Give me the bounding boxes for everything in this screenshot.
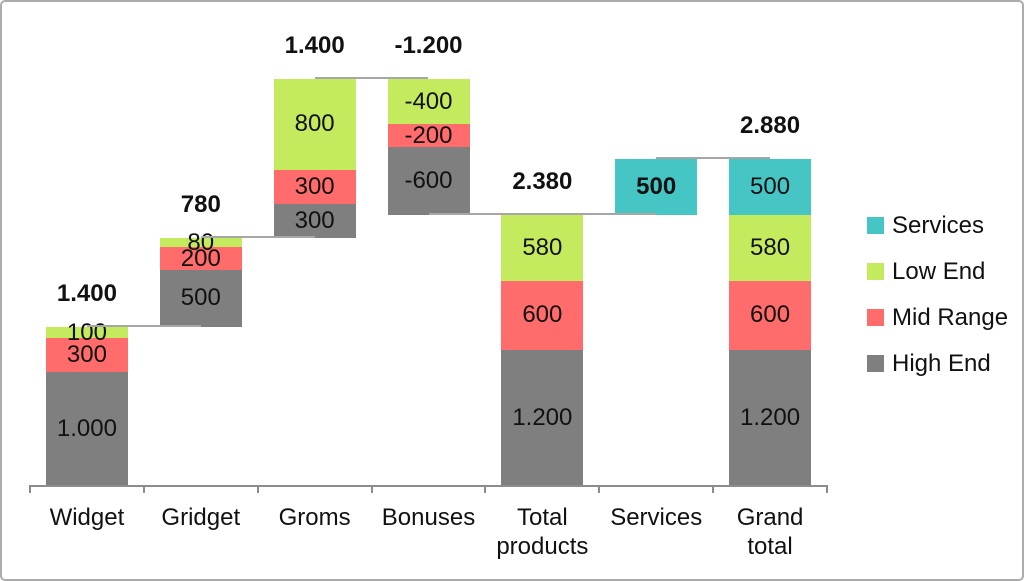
segment-value-label: -200	[404, 121, 453, 149]
segment-value-label: 580	[750, 234, 791, 262]
x-axis-label-widget: Widget	[49, 504, 125, 531]
bar-segment-low-end	[45, 326, 128, 339]
x-axis-label-bonuses: Bonuses	[381, 504, 476, 531]
segment-value-label: 600	[522, 301, 563, 329]
connector-line	[428, 213, 543, 216]
segment-value-label: 1.200	[512, 403, 573, 431]
bar-segment-mid-range	[387, 124, 470, 148]
segment-value-label: 1.200	[740, 403, 801, 431]
x-axis-tick	[29, 485, 31, 493]
segment-value-label: 300	[294, 172, 335, 200]
legend-label: Services	[892, 211, 985, 239]
segment-value-label: 200	[180, 244, 221, 272]
total-label-grand-total: 2.880	[740, 111, 801, 139]
bar-segment-services	[615, 158, 698, 216]
bar-segment-low-end	[159, 238, 242, 248]
legend-label: High End	[892, 349, 991, 377]
bar-segment-services	[729, 158, 812, 216]
bar-segment-mid-range	[501, 281, 584, 350]
connector-line	[656, 156, 771, 159]
segment-value-label: 300	[66, 341, 107, 369]
bar-segment-low-end	[501, 215, 584, 282]
segment-value-label: 580	[522, 234, 563, 262]
legend-label: Mid Range	[892, 303, 1009, 331]
segment-value-label: 300	[294, 207, 335, 235]
legend-item-mid-range: Mid Range	[867, 303, 1008, 332]
x-axis-label-total-products: Total products	[496, 504, 589, 560]
x-axis-label-gridget: Gridget	[161, 504, 241, 531]
legend-swatch-high-end	[867, 355, 884, 372]
x-axis-tick	[370, 485, 373, 493]
bar-segment-low-end	[387, 79, 470, 125]
connector-line	[86, 324, 201, 327]
segment-value-label: -600	[404, 167, 453, 195]
legend-swatch-mid-range	[867, 309, 884, 326]
bar-segment-high-end	[273, 204, 356, 239]
segment-value-label: 1.000	[56, 415, 117, 443]
total-label-total-products: 2.380	[512, 168, 573, 196]
bar-segment-high-end	[387, 147, 470, 216]
bar-segment-mid-range	[45, 338, 128, 373]
bar-segment-high-end	[729, 349, 812, 486]
connector-line	[542, 213, 657, 216]
x-axis-tick	[598, 485, 601, 493]
x-axis-label-grand-total: Grand total	[736, 504, 804, 560]
bar-segment-low-end	[273, 79, 356, 170]
segment-value-label: 600	[750, 301, 791, 329]
bar-segment-mid-range	[159, 247, 242, 270]
legend: Services Low End Mid Range High End	[867, 211, 1008, 378]
legend-swatch-services	[867, 217, 884, 234]
x-axis-tick	[826, 485, 828, 493]
legend-label: Low End	[892, 257, 986, 285]
segment-value-label: 800	[294, 110, 335, 138]
x-axis-tick	[712, 485, 715, 493]
segment-value-label: 100	[66, 318, 107, 346]
x-axis-tick	[484, 485, 487, 493]
segment-value-label: 500	[180, 284, 221, 312]
segment-value-label: 80	[187, 228, 215, 256]
segment-value-label: -400	[404, 87, 453, 115]
legend-swatch-low-end	[867, 263, 884, 280]
x-axis-line	[30, 485, 827, 487]
total-label-groms: 1.400	[284, 32, 345, 59]
bar-segment-low-end	[729, 215, 812, 282]
total-label-widget: 1.400	[56, 279, 117, 307]
total-label-bonuses: -1.200	[394, 32, 463, 59]
total-label-gridget: 780	[180, 191, 221, 219]
legend-item-low-end: Low End	[867, 257, 1008, 286]
x-axis-label-groms: Groms	[278, 504, 351, 531]
bar-segment-high-end	[501, 349, 584, 486]
bar-segment-mid-range	[273, 169, 356, 205]
x-axis-tick	[256, 485, 259, 493]
legend-item-services: Services	[867, 211, 1008, 240]
x-axis-label-services: Services	[610, 504, 703, 531]
legend-item-high-end: High End	[867, 349, 1008, 378]
bar-segment-high-end	[45, 372, 128, 486]
connector-line	[314, 77, 429, 79]
bar-segment-mid-range	[729, 281, 812, 350]
x-axis-tick	[142, 485, 145, 493]
bar-segment-high-end	[159, 269, 242, 327]
total-label-services: 500	[636, 173, 677, 200]
connector-line	[200, 236, 315, 239]
segment-value-label: 500	[750, 172, 791, 200]
